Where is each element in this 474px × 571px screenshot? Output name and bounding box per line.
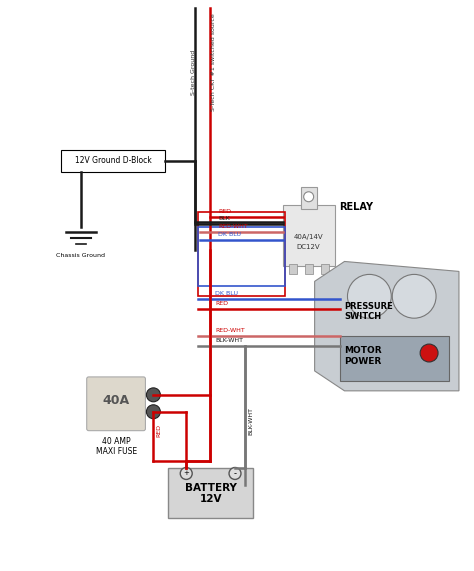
Text: RED: RED — [215, 301, 228, 306]
Text: BLK: BLK — [218, 216, 230, 220]
Text: RED-WHT: RED-WHT — [215, 328, 245, 333]
Text: RED: RED — [156, 424, 161, 437]
Bar — [289, 264, 297, 275]
FancyBboxPatch shape — [87, 377, 146, 431]
Bar — [320, 264, 328, 275]
Text: RELAY: RELAY — [339, 202, 374, 212]
Bar — [61, 150, 165, 172]
Text: S-Tech CKT #1 switched source: S-Tech CKT #1 switched source — [210, 14, 216, 111]
Polygon shape — [315, 262, 459, 391]
Bar — [301, 187, 317, 209]
Bar — [283, 205, 335, 267]
Circle shape — [304, 192, 314, 202]
Text: DK BLU: DK BLU — [215, 291, 238, 296]
Circle shape — [229, 468, 241, 480]
Text: PRESSURE
SWITCH: PRESSURE SWITCH — [345, 301, 393, 321]
Circle shape — [347, 275, 391, 318]
Circle shape — [180, 468, 192, 480]
Text: 40A/14V: 40A/14V — [294, 234, 323, 240]
Text: Chassis Ground: Chassis Ground — [56, 254, 105, 259]
Bar — [339, 336, 449, 381]
Text: -: - — [234, 469, 237, 478]
Text: BLK-WHT: BLK-WHT — [248, 407, 253, 435]
Circle shape — [392, 275, 436, 318]
Bar — [305, 264, 313, 275]
Text: BLK-WHT: BLK-WHT — [215, 338, 243, 343]
Bar — [198, 227, 285, 286]
Circle shape — [146, 405, 160, 419]
Text: DC12V: DC12V — [297, 243, 320, 250]
Text: RED-WHT: RED-WHT — [218, 224, 248, 228]
Text: +: + — [183, 471, 189, 476]
Circle shape — [146, 388, 160, 402]
Text: MOTOR
POWER: MOTOR POWER — [345, 347, 382, 365]
Text: 40A: 40A — [102, 395, 129, 407]
Bar — [198, 212, 285, 296]
Circle shape — [420, 344, 438, 362]
Bar — [168, 468, 253, 518]
Text: DK BLU: DK BLU — [218, 232, 241, 236]
Text: 12V Ground D-Block: 12V Ground D-Block — [75, 156, 152, 166]
Text: S-tech Ground: S-tech Ground — [191, 50, 196, 95]
Text: BATTERY
12V: BATTERY 12V — [185, 482, 237, 504]
Text: 40 AMP
MAXI FUSE: 40 AMP MAXI FUSE — [95, 437, 137, 456]
Text: RED: RED — [218, 208, 231, 214]
